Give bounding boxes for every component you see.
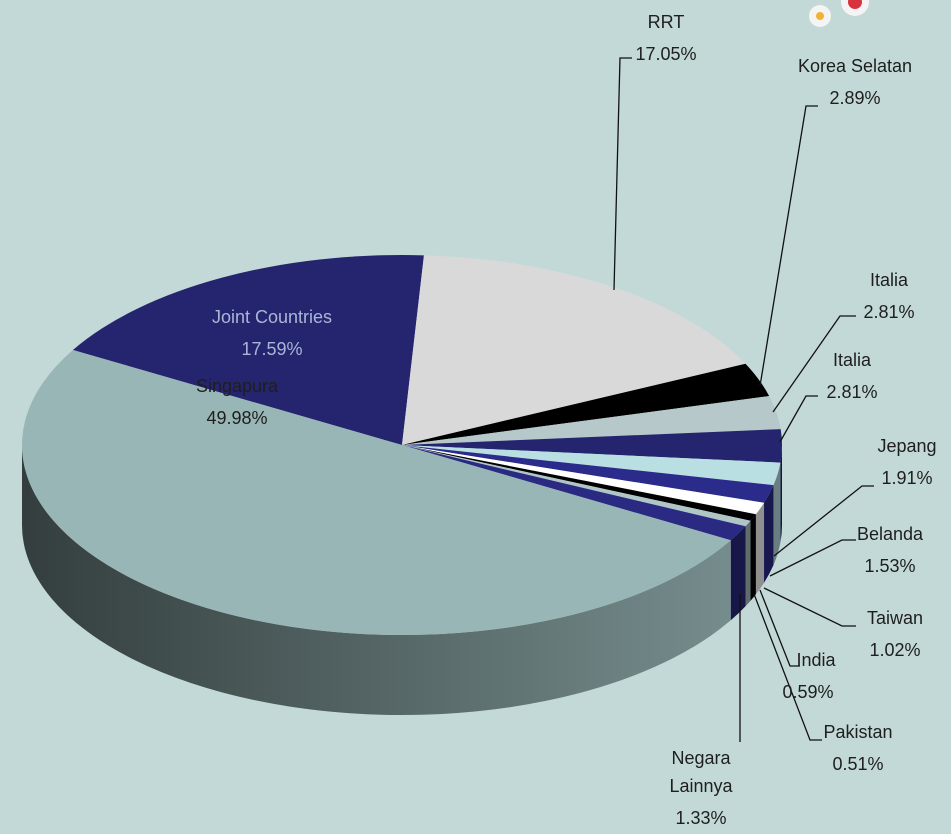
slice-label: India (796, 650, 836, 670)
pie-sides (21, 445, 782, 716)
slice-value: 2.81% (863, 302, 915, 322)
slice (21, 350, 731, 636)
slice-value: 1.91% (881, 468, 933, 488)
slice-label: Pakistan (823, 722, 893, 742)
slice-value: 1.33% (675, 808, 727, 828)
slice-label: Negara Lainnya (669, 748, 733, 796)
slice-value: 49.98% (206, 408, 268, 428)
slice (402, 445, 756, 521)
side-shading (22, 445, 782, 715)
slice-label: Taiwan (866, 608, 924, 628)
slice-value: 0.51% (832, 754, 884, 774)
slice-label: Italia (869, 270, 909, 290)
slice-label: Korea Selatan (797, 56, 913, 76)
leader-line (759, 105, 818, 387)
slice (72, 255, 424, 445)
slice-label: RRT (647, 12, 685, 32)
leader-line (759, 589, 800, 667)
slice (402, 396, 781, 445)
leader-line (769, 539, 856, 577)
slice (402, 255, 746, 445)
slice (402, 429, 782, 463)
leader-line (772, 315, 856, 413)
slice (402, 445, 765, 515)
slice-label: Joint Countries (211, 307, 333, 327)
slice-label: Belanda (856, 524, 924, 544)
slice (402, 445, 751, 527)
slice (402, 445, 781, 486)
slice-label: Italia (832, 350, 872, 370)
slice (402, 445, 774, 503)
slice-value: 1.02% (869, 640, 921, 660)
leader-line (753, 593, 822, 741)
slice-value: 2.81% (826, 382, 878, 402)
slice-value: 17.59% (241, 339, 303, 359)
slice-label: Jepang (877, 436, 937, 456)
slice-value: 2.89% (829, 88, 881, 108)
leader-line (763, 587, 856, 627)
slice-label: Singapura (195, 376, 279, 396)
decor-icon (809, 0, 869, 27)
slice-value: 17.05% (635, 44, 697, 64)
leader-line (613, 57, 632, 291)
leader-line (779, 395, 818, 443)
slice-value: 0.59% (782, 682, 834, 702)
slice-value: 1.53% (864, 556, 916, 576)
slice (402, 445, 746, 541)
slice (402, 363, 770, 445)
leader-line (773, 485, 874, 557)
